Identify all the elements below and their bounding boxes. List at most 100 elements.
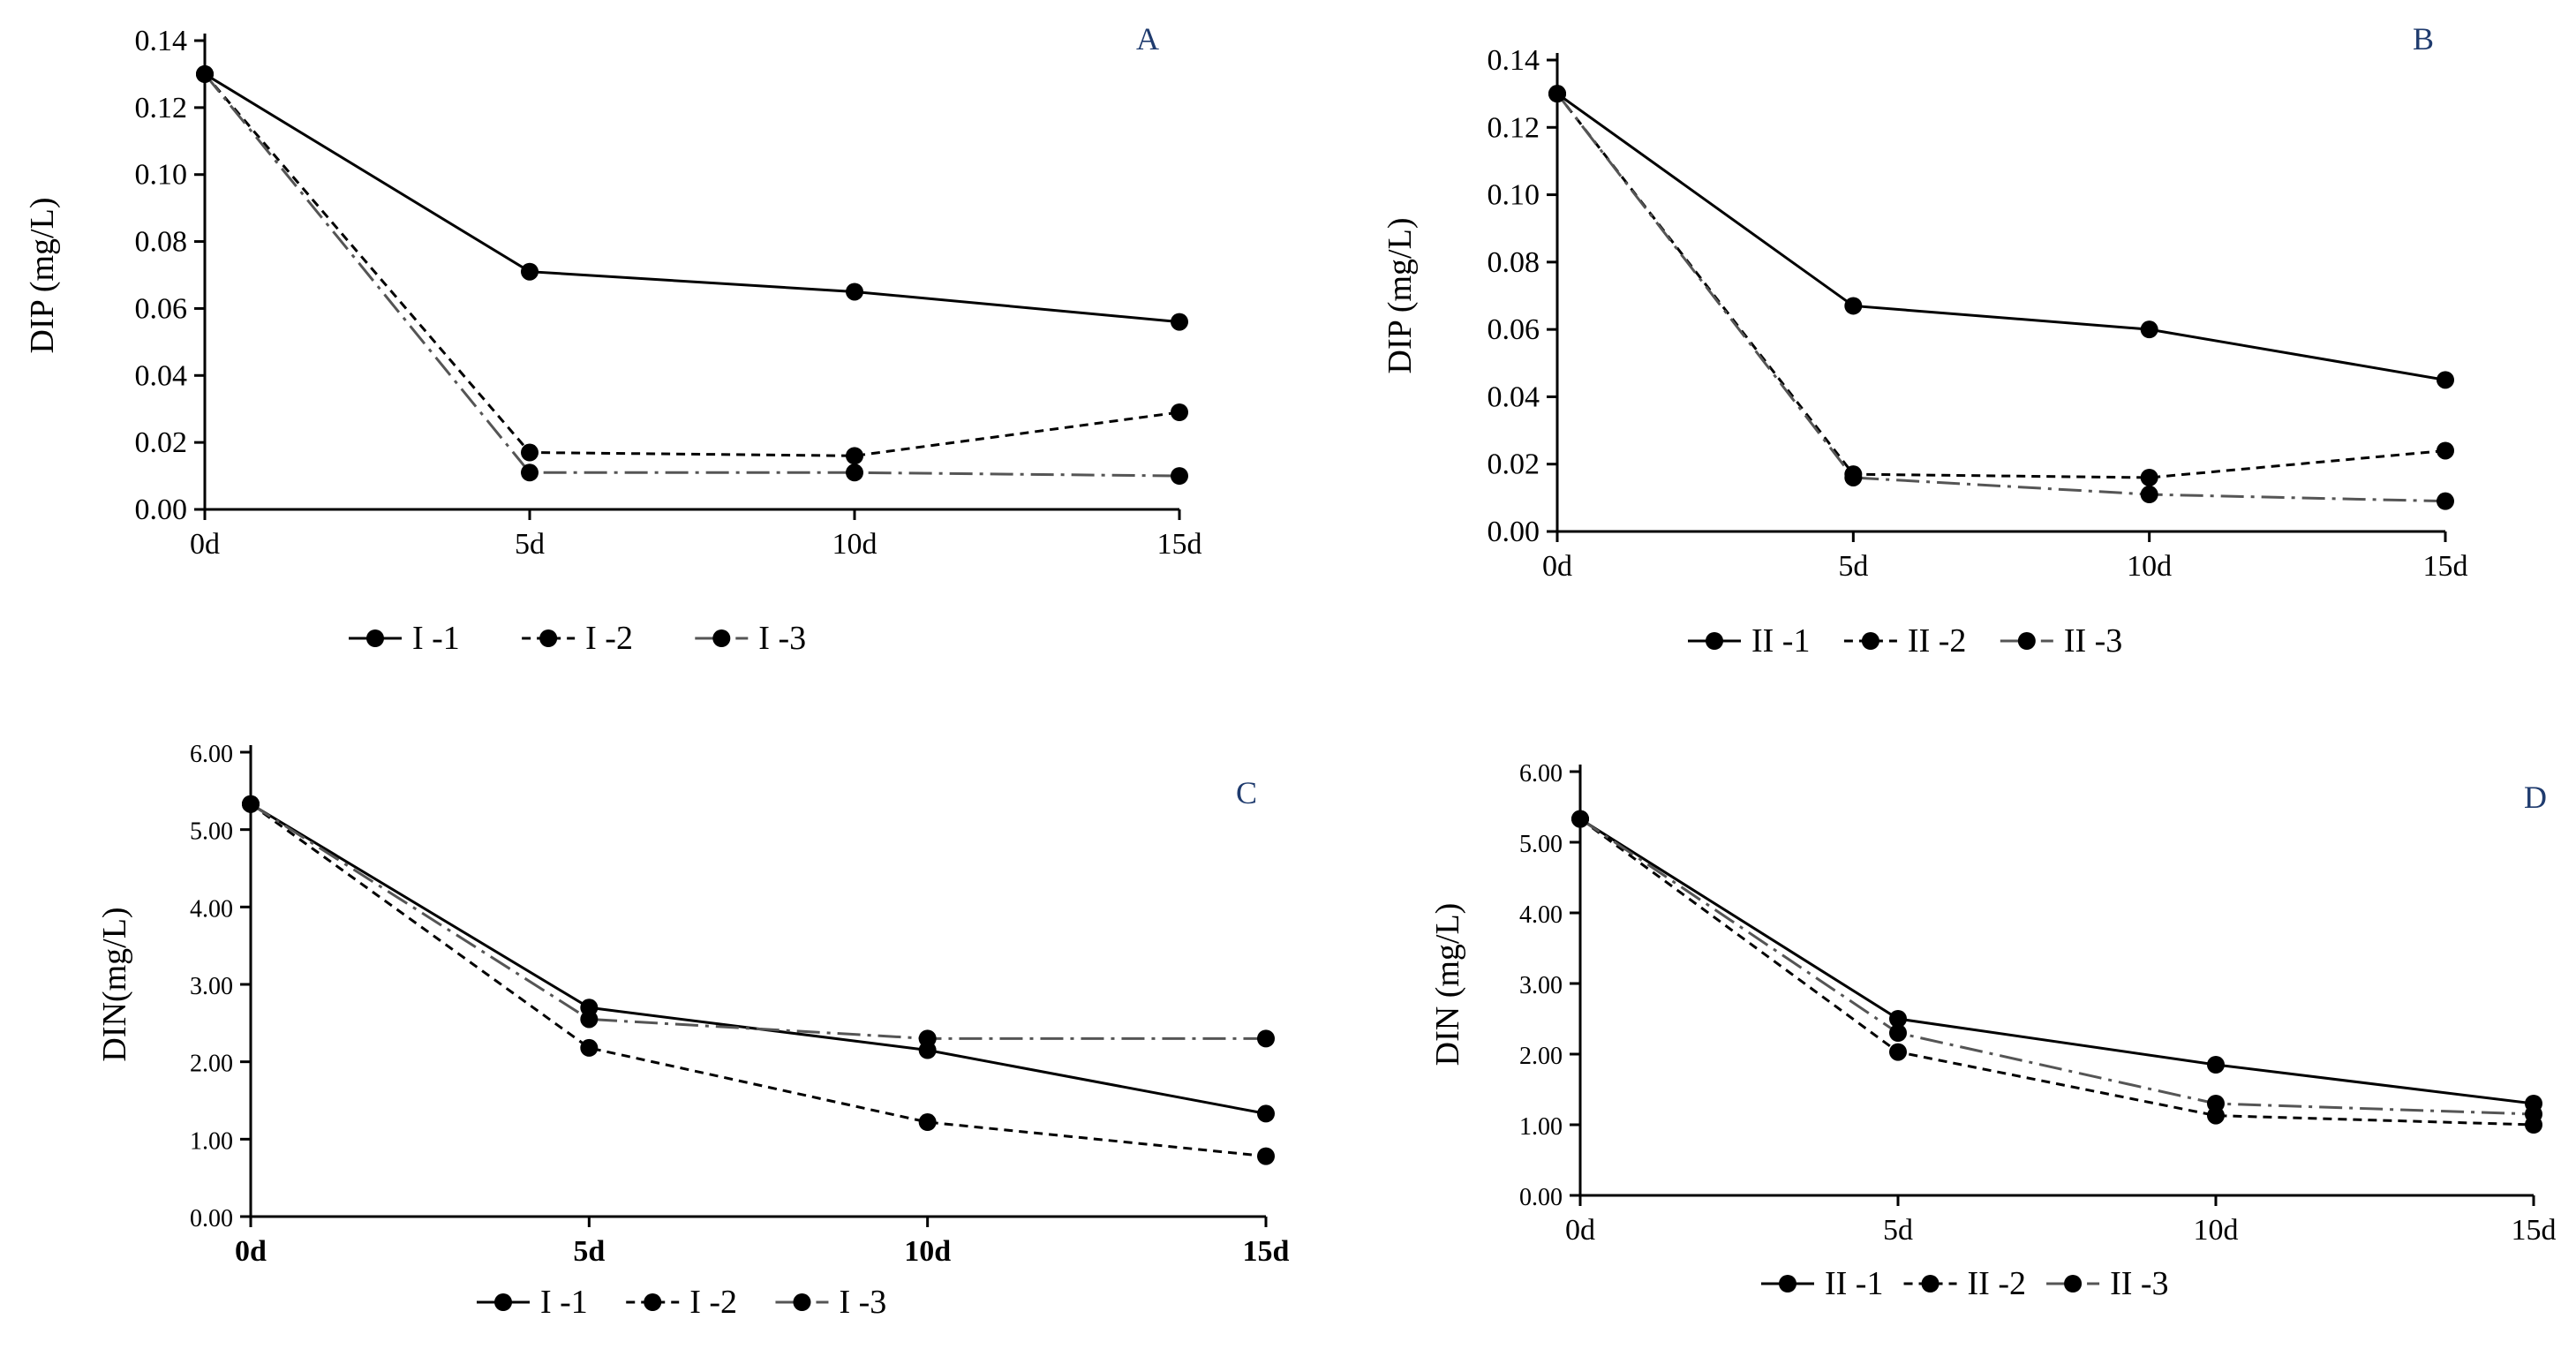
x-tick-label: 5d	[573, 1235, 605, 1268]
y-tick-label: 1.00	[190, 1127, 233, 1155]
legend-marker	[539, 629, 558, 647]
legend-marker	[1861, 632, 1879, 650]
x-tick-label: 5d	[1838, 550, 1868, 583]
data-point	[1171, 403, 1188, 422]
x-tick-label: 5d	[1883, 1214, 1913, 1247]
data-point	[1844, 468, 1863, 486]
legend-label: I -2	[585, 620, 633, 657]
legend-label: I -1	[412, 620, 460, 657]
data-point	[2437, 492, 2454, 510]
legend-marker	[1921, 1275, 1940, 1292]
data-point	[2207, 1056, 2225, 1074]
data-point	[918, 1113, 937, 1132]
x-tick-label: 10d	[904, 1235, 951, 1268]
legend-label: I -2	[689, 1284, 737, 1321]
data-point	[1257, 1029, 1275, 1048]
series-line-1	[1579, 818, 2535, 1105]
legend-label: II -1	[1751, 622, 1810, 659]
data-point	[1571, 810, 1589, 828]
panel-letter: D	[2524, 780, 2547, 815]
series-line-2	[203, 72, 1180, 457]
y-axis-label: DIP (mg/L)	[1382, 218, 1419, 374]
data-point	[2140, 486, 2158, 504]
y-tick-label: 0.02	[135, 426, 188, 459]
y-axis-label: DIN(mg/L)	[96, 907, 133, 1061]
series-line-3	[1579, 818, 2535, 1116]
data-point	[918, 1029, 937, 1048]
series-line-2	[1555, 93, 2446, 479]
legend-label: II -2	[1968, 1265, 2026, 1302]
y-tick-label: 0.14	[135, 25, 188, 57]
legend-label: II -2	[1908, 622, 1966, 659]
x-tick-label: 10d	[832, 528, 877, 561]
data-point	[846, 463, 863, 482]
x-tick-label: 15d	[2512, 1214, 2557, 1247]
data-point	[1171, 467, 1188, 486]
data-point	[2437, 441, 2454, 460]
y-tick-label: 0.14	[1488, 44, 1540, 77]
data-point	[2525, 1105, 2542, 1123]
x-tick-label: 0d	[1542, 550, 1572, 583]
chart-panel-c: 0.00 1.00 2.00 3.00 4.00 5.00 6.00 0d 5d 10d 15d DI…	[96, 741, 1290, 1321]
legend-marker	[793, 1293, 811, 1311]
legend-label: II -3	[2110, 1265, 2168, 1302]
legend-label: II -3	[2064, 622, 2122, 659]
data-point	[2437, 371, 2454, 389]
x-tick-label: 15d	[1243, 1235, 1290, 1268]
legend-marker	[712, 629, 731, 647]
data-point	[846, 283, 863, 301]
data-point	[1257, 1147, 1275, 1165]
data-point	[2207, 1095, 2225, 1112]
y-tick-label: 0.10	[1488, 179, 1540, 212]
legend-marker	[1779, 1275, 1796, 1292]
series-line-3	[203, 72, 1180, 478]
y-tick-label: 0.10	[135, 159, 188, 192]
series-line-3	[250, 803, 1266, 1040]
series-line-1	[204, 72, 1180, 324]
y-tick-label: 0.04	[1488, 381, 1540, 413]
y-tick-label: 0.12	[1488, 111, 1540, 144]
y-tick-label: 0.08	[1488, 246, 1540, 279]
series-line-2	[250, 803, 1267, 1158]
y-tick-label: 0.06	[1488, 313, 1540, 346]
y-tick-label: 0.00	[1488, 516, 1540, 548]
y-axis-label: DIP (mg/L)	[24, 198, 61, 354]
legend-marker	[644, 1293, 662, 1311]
y-tick-label: 3.00	[190, 973, 233, 1000]
data-point	[521, 443, 539, 462]
series-line-2	[1579, 818, 2535, 1127]
x-tick-label: 10d	[2194, 1214, 2239, 1247]
y-tick-label: 0.04	[135, 359, 188, 392]
data-point	[1171, 313, 1188, 331]
x-tick-label: 5d	[515, 528, 545, 561]
legend-marker	[2064, 1275, 2083, 1292]
data-point	[2140, 468, 2158, 486]
legend-marker	[2017, 632, 2036, 650]
data-point	[521, 463, 539, 482]
data-point	[580, 1038, 599, 1057]
chart-panel-a: 0.00 0.02 0.04 0.06 0.08 0.10 0.12 0.14 0d 5d 10d 1…	[24, 21, 1202, 657]
y-axis-label: DIN (mg/L)	[1429, 903, 1466, 1066]
data-point	[196, 64, 214, 83]
chart-panel-b: 0.00 0.02 0.04 0.06 0.08 0.10 0.12 0.14 0d 5d 10d 1…	[1382, 21, 2468, 659]
data-point	[846, 447, 863, 465]
y-tick-label: 5.00	[1519, 831, 1563, 858]
data-point	[1257, 1104, 1275, 1123]
y-tick-label: 5.00	[190, 818, 233, 846]
y-tick-label: 2.00	[1519, 1043, 1563, 1070]
legend-marker	[494, 1293, 512, 1311]
y-tick-label: 0.02	[1488, 448, 1540, 481]
series-line-1	[1556, 92, 2446, 381]
y-tick-label: 3.00	[1519, 972, 1563, 999]
legend-label: II -1	[1825, 1265, 1883, 1302]
x-tick-label: 0d	[1565, 1214, 1595, 1247]
panel-letter: A	[1136, 21, 1159, 57]
data-point	[1844, 297, 1863, 315]
data-point	[1548, 85, 1566, 103]
y-tick-label: 0.00	[190, 1205, 233, 1232]
x-tick-label: 15d	[2423, 550, 2468, 583]
data-point	[1889, 1043, 1907, 1061]
y-tick-label: 0.12	[135, 92, 188, 124]
legend-label: I -3	[758, 620, 806, 657]
